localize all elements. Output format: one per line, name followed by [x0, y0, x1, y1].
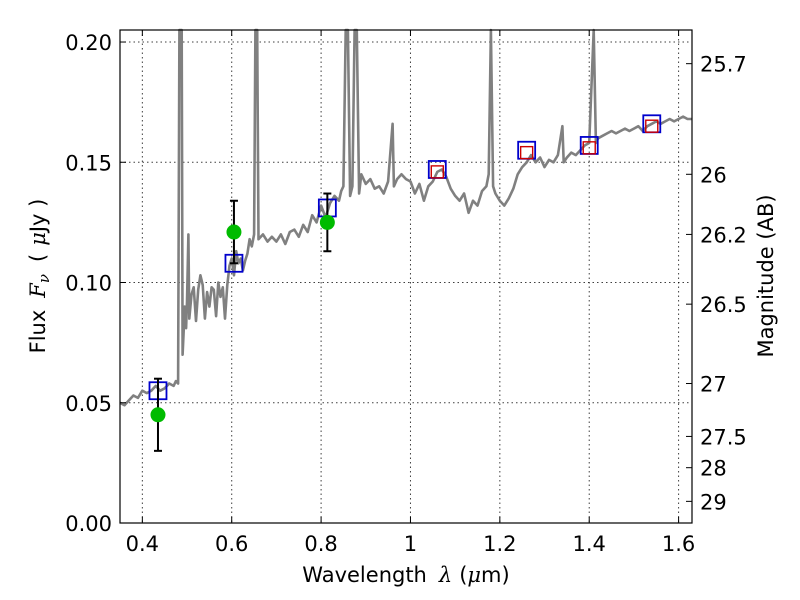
observed-photometry-square [430, 165, 444, 179]
x-axis-title-text: Wavelength [302, 563, 427, 587]
y-axis-unit-open: ( [26, 254, 50, 262]
observed-photometry-point [150, 407, 166, 423]
y-tick-label: 0.00 [65, 512, 112, 536]
y-axis-unit-rest: Jy ) [26, 199, 50, 235]
y-tick-label: 0.10 [65, 272, 112, 296]
x-tick-label: 0.4 [126, 532, 159, 556]
y2-tick-label: 28 [700, 457, 727, 481]
x-tick-label: 1.2 [483, 532, 516, 556]
markers-layer [148, 114, 662, 452]
x-tick-label: 0.8 [304, 532, 337, 556]
observed-photometry-point [319, 214, 335, 230]
x-axis-title: Wavelength λ (μm) [302, 563, 509, 587]
spectrum-line [119, 28, 692, 407]
x-tick-label: 0.6 [215, 532, 248, 556]
y2-tick-label: 27.5 [700, 425, 747, 449]
ticks-layer [120, 30, 692, 524]
y2-tick-label: 29 [700, 490, 727, 514]
observed-photometry-square [582, 141, 596, 155]
y-axis-title: Flux Fν ( μJy ) [26, 199, 53, 354]
y-tick-label: 0.05 [65, 392, 112, 416]
x-tick-label: 1.6 [662, 532, 695, 556]
x-axis-symbol: λ [438, 563, 452, 587]
y-axis-title-text: Flux [26, 310, 50, 354]
spectrum-layer [119, 28, 692, 407]
y-tick-label: 0.20 [65, 31, 112, 55]
y2-axis-title: Magnitude (AB) [754, 194, 778, 357]
y2-tick-label: 26 [700, 163, 727, 187]
y2-tick-label: 26.2 [700, 223, 747, 247]
observed-photometry-square [519, 145, 534, 160]
observed-photometry-point [226, 224, 242, 240]
grid-layer [120, 30, 692, 524]
x-tick-label: 1.4 [573, 532, 606, 556]
y-tick-label: 0.15 [65, 151, 112, 175]
x-tick-labels: 0.4 0.6 0.8 1 1.2 1.4 1.6 [126, 532, 696, 556]
x-axis-unit-mu: μ [467, 563, 481, 587]
y2-tick-labels: 25.7 26 26.2 26.5 27 27.5 28 29 [700, 53, 747, 515]
plot-frame [119, 29, 693, 524]
y-axis-symbol-sub: ν [35, 274, 53, 283]
y2-tick-label: 26.5 [700, 293, 747, 317]
y-axis-symbol: F [26, 282, 50, 299]
y2-tick-label: 25.7 [700, 53, 747, 77]
observed-photometry-square [645, 119, 659, 133]
y-axis-unit-mu: μ [26, 232, 50, 246]
x-tick-label: 1 [404, 532, 417, 556]
x-axis-unit-open: ( [459, 563, 467, 587]
x-axis-unit-rest: m) [481, 563, 510, 587]
y-tick-labels: 0.00 0.05 0.10 0.15 0.20 [65, 31, 112, 536]
y2-tick-label: 27 [700, 373, 727, 397]
